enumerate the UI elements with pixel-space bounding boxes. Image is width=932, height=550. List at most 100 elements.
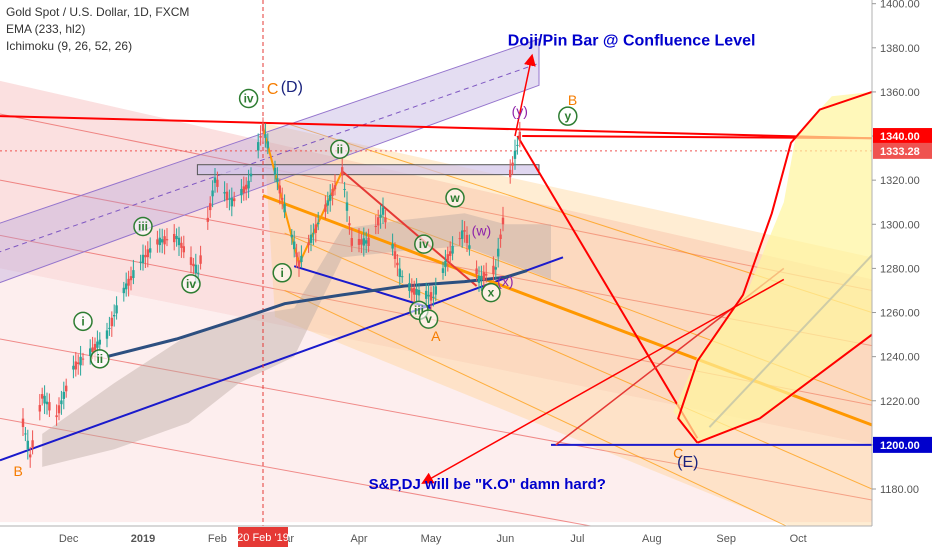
candle	[449, 241, 452, 265]
x-tick-label: Jun	[497, 533, 515, 545]
annotation-text: C	[267, 81, 279, 98]
x-axis-panel	[0, 526, 872, 550]
candle	[38, 394, 41, 421]
legend-symbol: Gold Spot / U.S. Dollar, 1D, FXCM	[6, 5, 190, 19]
y-tick-label: 1240.00	[880, 352, 920, 364]
candle-body	[29, 454, 32, 458]
candle	[451, 236, 454, 261]
pattern-layer	[0, 0, 872, 526]
candle	[480, 265, 483, 291]
ichimoku-cloud	[42, 213, 551, 467]
y-tick-label: 1220.00	[880, 396, 920, 408]
wave-label-iv: iv	[414, 234, 434, 254]
candle	[458, 231, 461, 246]
candle	[146, 241, 149, 268]
candle-body	[444, 260, 447, 268]
candle	[324, 195, 327, 220]
candle-body	[276, 178, 279, 183]
candle	[223, 181, 226, 202]
ichimoku-layer	[42, 213, 551, 467]
price-label-text: 1340.00	[880, 131, 920, 143]
candle-body	[233, 198, 236, 202]
candle-body	[139, 261, 142, 263]
candle	[465, 226, 469, 252]
candle	[333, 174, 337, 196]
candle	[425, 282, 428, 306]
x-tick-label: May	[421, 533, 442, 545]
candle	[475, 260, 478, 281]
fork-line-2	[284, 232, 872, 490]
wave-circle	[414, 234, 434, 254]
candle	[499, 228, 502, 248]
candle-body	[96, 341, 99, 348]
candle-body	[65, 385, 68, 392]
price-label-bg	[873, 142, 932, 159]
candle	[357, 228, 361, 253]
candle	[360, 233, 363, 254]
candle	[461, 219, 464, 248]
candle-body	[122, 287, 125, 294]
candle	[31, 430, 34, 455]
candle-body	[391, 244, 394, 249]
candle-body	[257, 142, 260, 151]
candle-body	[213, 177, 217, 183]
candle-body	[398, 268, 401, 277]
candle	[79, 345, 82, 376]
candle	[249, 167, 253, 182]
candle	[108, 316, 111, 336]
candle-body	[314, 224, 317, 233]
x-tick-label: Jul	[570, 533, 584, 545]
candle-body	[499, 234, 502, 239]
candle-body	[317, 222, 320, 225]
candle	[74, 351, 77, 377]
candle-body	[345, 202, 349, 211]
candle-body	[297, 260, 301, 268]
candle	[374, 215, 377, 235]
candle	[367, 228, 370, 253]
candle	[331, 183, 334, 206]
candle	[60, 390, 63, 415]
candle	[290, 229, 293, 245]
wave-label-text: y	[564, 109, 571, 123]
candle-body	[24, 433, 27, 435]
candle	[293, 230, 296, 258]
candle-body	[209, 203, 212, 211]
candle-body	[264, 134, 267, 138]
candle	[281, 187, 284, 210]
candle	[24, 427, 27, 442]
candle-body	[273, 167, 277, 175]
candle	[122, 281, 125, 302]
x-tick-label: 2019	[131, 533, 155, 545]
candle-body	[307, 242, 310, 246]
candle-body	[230, 198, 233, 207]
legend-ichimoku: Ichimoku (9, 26, 52, 26)	[6, 39, 133, 53]
candle	[509, 159, 512, 184]
candle-body	[177, 237, 181, 246]
candle	[173, 224, 176, 251]
price-label-text: 1333.28	[880, 146, 920, 158]
candle	[115, 296, 118, 320]
wave-label-text: iii	[138, 219, 148, 233]
y-tick-label: 1320.00	[880, 175, 920, 187]
candle-body	[206, 217, 209, 222]
candle-body	[451, 246, 454, 254]
red-curve-lower	[697, 333, 872, 444]
x-tick-label: Sep	[716, 533, 736, 545]
candle-body	[281, 197, 284, 200]
wave-label-text: v	[425, 312, 432, 326]
candle	[444, 249, 447, 277]
candle-body	[312, 233, 315, 235]
candle	[362, 227, 365, 257]
candle	[98, 332, 101, 351]
candle	[189, 246, 193, 274]
candle-body	[485, 273, 488, 276]
candle	[48, 393, 51, 417]
candle	[110, 311, 113, 337]
candle-body	[379, 214, 382, 218]
red-resistance-line	[0, 115, 872, 140]
candle	[230, 187, 233, 217]
marked-date-badge: 20 Feb '19	[237, 527, 289, 547]
candle-body	[365, 240, 368, 244]
candle-body	[149, 248, 152, 253]
